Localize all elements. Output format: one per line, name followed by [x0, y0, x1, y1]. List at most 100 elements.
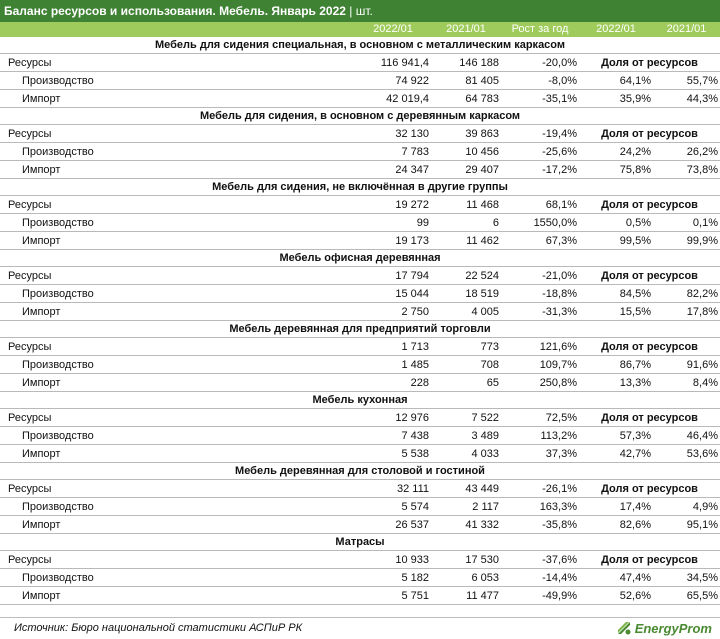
share-2022: 57,3%: [619, 430, 651, 442]
value-2021: 17 530: [465, 554, 499, 566]
section-title: Мебель для сидения, не включённая в друг…: [0, 179, 720, 196]
value-2022: 32 130: [395, 128, 429, 140]
footer: Источник: Бюро национальной статистики А…: [0, 617, 720, 639]
share-label: Доля от ресурсов: [601, 57, 698, 69]
row-label: Импорт: [22, 306, 61, 318]
share-2022: 99,5%: [619, 235, 651, 247]
logo-text: EnergyProm: [634, 620, 712, 636]
value-2022: 42 019,4: [386, 93, 429, 105]
share-2022: 82,6%: [619, 519, 651, 531]
share-label: Доля от ресурсов: [601, 554, 698, 566]
share-2022: 35,9%: [619, 93, 651, 105]
share-2022: 64,1%: [619, 75, 651, 87]
title-text: Баланс ресурсов и использования. Мебель.…: [4, 4, 346, 18]
share-label: Доля от ресурсов: [601, 483, 698, 495]
value-2022: 228: [410, 377, 429, 389]
value-2021: 708: [480, 359, 499, 371]
row-label: Импорт: [22, 377, 61, 389]
production-row: Производство 5 182 6 053 -14,4% 47,4% 34,5%: [0, 569, 720, 587]
share-2021: 82,2%: [686, 288, 718, 300]
header-2021: 2021/01: [446, 23, 486, 35]
growth-value: 1550,0%: [533, 217, 577, 229]
value-2022: 24 347: [395, 164, 429, 176]
growth-value: 68,1%: [545, 199, 577, 211]
import-row: Импорт 19 173 11 462 67,3% 99,5% 99,9%: [0, 232, 720, 250]
resources-row: Ресурсы 10 933 17 530 -37,6% Доля от ресурсо…: [0, 551, 720, 569]
production-row: Производство 7 438 3 489 113,2% 57,3% 46,4%: [0, 427, 720, 445]
row-label: Ресурсы: [8, 412, 52, 424]
growth-value: 67,3%: [545, 235, 577, 247]
share-2022: 52,6%: [619, 590, 651, 602]
row-label: Ресурсы: [8, 483, 52, 495]
growth-value: -37,6%: [542, 554, 577, 566]
share-2022: 42,7%: [619, 448, 651, 460]
production-row: Производство 74 922 81 405 -8,0% 64,1% 55,7%: [0, 72, 720, 90]
row-label: Импорт: [22, 235, 61, 247]
share-2021: 53,6%: [686, 448, 718, 460]
row-label: Ресурсы: [8, 554, 52, 566]
value-2022: 7 438: [401, 430, 429, 442]
value-2022: 19 272: [395, 199, 429, 211]
share-2021: 46,4%: [686, 430, 718, 442]
share-2021: 55,7%: [686, 75, 718, 87]
growth-value: -20,0%: [542, 57, 577, 69]
value-2022: 10 933: [395, 554, 429, 566]
import-row: Импорт 24 347 29 407 -17,2% 75,8% 73,8%: [0, 161, 720, 179]
import-row: Импорт 5 538 4 033 37,3% 42,7% 53,6%: [0, 445, 720, 463]
column-header-row: 2022/01 2021/01 Рост за год 2022/01 2021…: [0, 22, 720, 37]
header-2022: 2022/01: [373, 23, 413, 35]
value-2022: 5 182: [401, 572, 429, 584]
value-2021: 4 005: [471, 306, 499, 318]
row-label: Импорт: [22, 519, 61, 531]
row-label: Ресурсы: [8, 341, 52, 353]
value-2022: 2 750: [401, 306, 429, 318]
share-2021: 65,5%: [686, 590, 718, 602]
growth-value: -35,8%: [542, 519, 577, 531]
share-2021: 17,8%: [686, 306, 718, 318]
resources-row: Ресурсы 32 111 43 449 -26,1% Доля от ресурсо…: [0, 480, 720, 498]
value-2022: 7 783: [401, 146, 429, 158]
logo: EnergyProm: [616, 620, 712, 636]
share-2022: 75,8%: [619, 164, 651, 176]
import-row: Импорт 5 751 11 477 -49,9% 52,6% 65,5%: [0, 587, 720, 605]
value-2022: 5 751: [401, 590, 429, 602]
growth-value: -14,4%: [542, 572, 577, 584]
share-2021: 95,1%: [686, 519, 718, 531]
row-label: Ресурсы: [8, 199, 52, 211]
production-row: Производство 99 6 1550,0% 0,5% 0,1%: [0, 214, 720, 232]
value-2021: 18 519: [465, 288, 499, 300]
resources-row: Ресурсы 19 272 11 468 68,1% Доля от ресурсов: [0, 196, 720, 214]
title-unit: шт.: [355, 4, 373, 18]
section-title: Мебель для сидения специальная, в основн…: [0, 37, 720, 54]
share-2021: 99,9%: [686, 235, 718, 247]
value-2022: 17 794: [395, 270, 429, 282]
section-title: Мебель офисная деревянная: [0, 250, 720, 267]
row-label: Производство: [22, 572, 94, 584]
growth-value: 37,3%: [545, 448, 577, 460]
share-label: Доля от ресурсов: [601, 270, 698, 282]
value-2021: 6 053: [471, 572, 499, 584]
value-2022: 19 173: [395, 235, 429, 247]
value-2022: 99: [416, 217, 429, 229]
header-share-2022: 2022/01: [596, 23, 636, 35]
growth-value: -19,4%: [542, 128, 577, 140]
share-label: Доля от ресурсов: [601, 128, 698, 140]
growth-value: -35,1%: [542, 93, 577, 105]
section-title: Мебель деревянная для столовой и гостино…: [0, 463, 720, 480]
production-row: Производство 5 574 2 117 163,3% 17,4% 4,9%: [0, 498, 720, 516]
value-2021: 10 456: [465, 146, 499, 158]
value-2021: 11 462: [466, 235, 499, 247]
growth-value: -18,8%: [542, 288, 577, 300]
share-label: Доля от ресурсов: [601, 199, 698, 211]
resources-row: Ресурсы 12 976 7 522 72,5% Доля от ресурсов: [0, 409, 720, 427]
row-label: Импорт: [22, 93, 61, 105]
value-2022: 1 485: [401, 359, 429, 371]
header-growth: Рост за год: [511, 23, 569, 35]
production-row: Производство 7 783 10 456 -25,6% 24,2% 26,2%: [0, 143, 720, 161]
share-2022: 15,5%: [619, 306, 651, 318]
table-body: Мебель для сидения специальная, в основн…: [0, 37, 720, 605]
row-label: Производство: [22, 146, 94, 158]
share-2021: 91,6%: [686, 359, 718, 371]
growth-value: -26,1%: [542, 483, 577, 495]
resources-row: Ресурсы 1 713 773 121,6% Доля от ресурсов: [0, 338, 720, 356]
